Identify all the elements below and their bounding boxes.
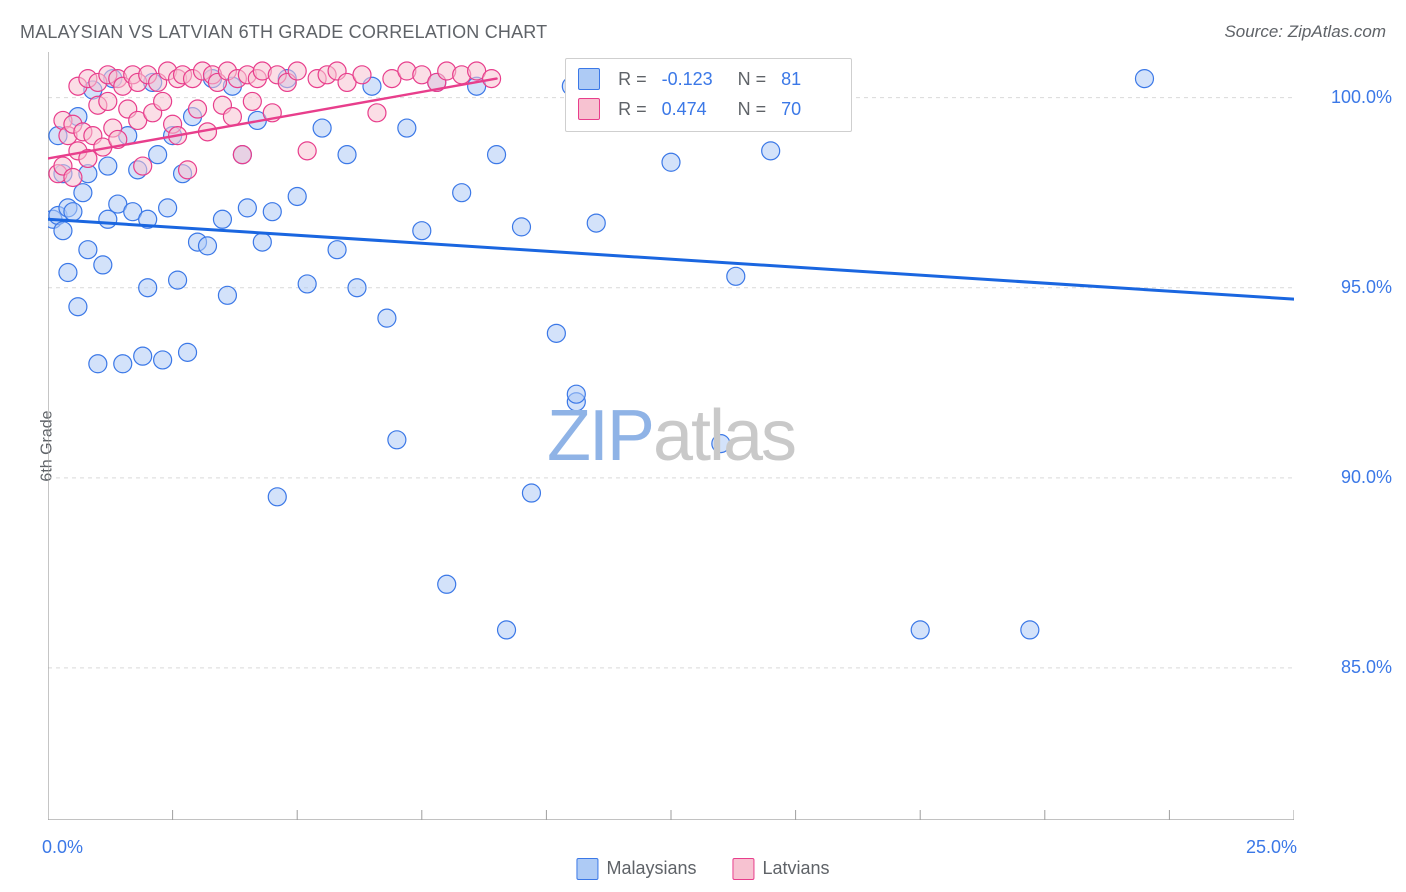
scatter-svg xyxy=(48,52,1294,820)
legend-row: R = -0.123 N = 81 xyxy=(578,65,837,93)
y-tick-label: 100.0% xyxy=(1331,87,1392,108)
legend-item: Latvians xyxy=(733,858,830,880)
y-tick-label: 95.0% xyxy=(1341,277,1392,298)
plot-area: ZIPatlas R = -0.123 N = 81R = 0.474 N = … xyxy=(48,52,1294,820)
y-tick-label: 90.0% xyxy=(1341,467,1392,488)
x-tick-label: 0.0% xyxy=(42,837,83,858)
series-legend: Malaysians Latvians xyxy=(576,858,829,880)
source-label: Source: ZipAtlas.com xyxy=(1224,22,1386,42)
legend-row: R = 0.474 N = 70 xyxy=(578,95,837,123)
y-tick-label: 85.0% xyxy=(1341,657,1392,678)
correlation-legend: R = -0.123 N = 81R = 0.474 N = 70 xyxy=(565,58,852,132)
legend-item: Malaysians xyxy=(576,858,696,880)
x-tick-label: 25.0% xyxy=(1246,837,1297,858)
chart-title: MALAYSIAN VS LATVIAN 6TH GRADE CORRELATI… xyxy=(20,22,547,43)
